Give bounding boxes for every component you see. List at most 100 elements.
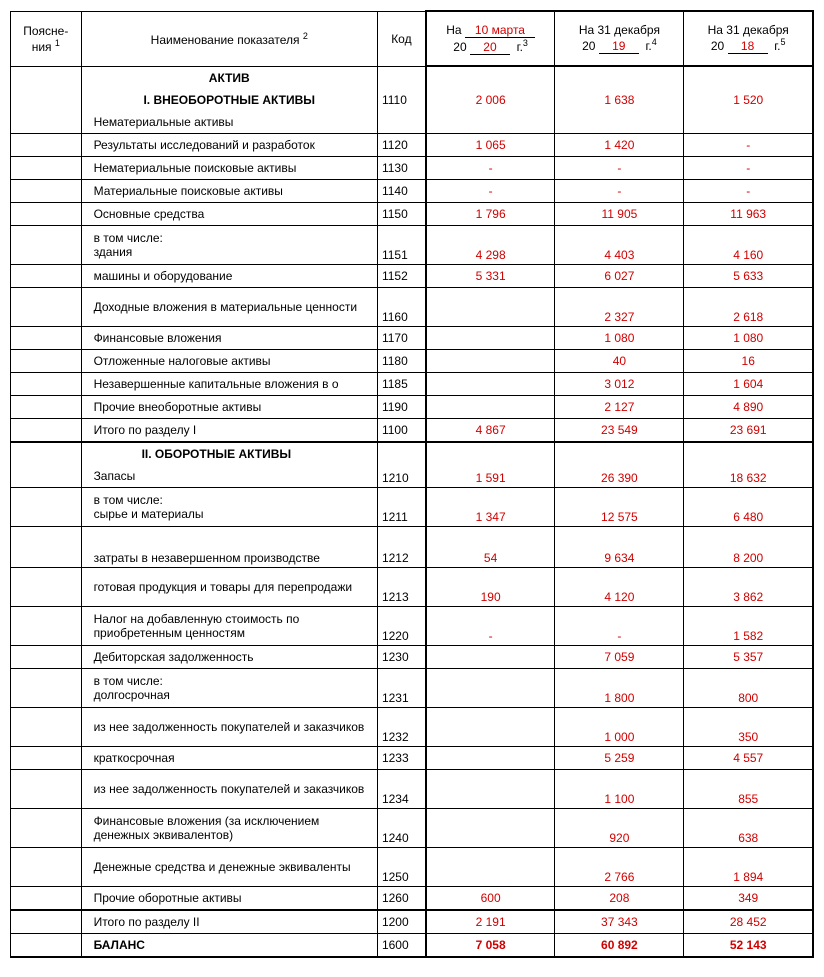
- row-v2: 1 420: [555, 133, 684, 156]
- row-code: 1180: [377, 349, 425, 372]
- section-aktiv: АКТИВ: [81, 66, 377, 89]
- row-v2: 920: [555, 808, 684, 847]
- row-v2: -: [555, 606, 684, 645]
- row-v3: 8 200: [684, 526, 813, 567]
- row-v3: 1 080: [684, 326, 813, 349]
- row-name: Финансовые вложения (за исключением дене…: [81, 808, 377, 847]
- row-code: 1233: [377, 746, 425, 769]
- row-name: БАЛАНС: [81, 933, 377, 957]
- row-v1: -: [426, 156, 555, 179]
- row-v1: [426, 668, 555, 707]
- row-name: машины и оборудование: [81, 264, 377, 287]
- row-v2: 6 027: [555, 264, 684, 287]
- row-code: 1213: [377, 567, 425, 606]
- row-code: 1230: [377, 645, 425, 668]
- row-name: Дебиторская задолженность: [81, 645, 377, 668]
- row-name: Незавершенные капитальные вложения в о: [81, 372, 377, 395]
- row-code: 1152: [377, 264, 425, 287]
- row-name: Налог на добавленную стоимость по приобр…: [81, 606, 377, 645]
- table-row: Доходные вложения в материальные ценност…: [11, 287, 814, 326]
- table-row: Дебиторская задолженность12307 0595 357: [11, 645, 814, 668]
- notes-cell: [11, 442, 82, 488]
- row-v2: 9 634: [555, 526, 684, 567]
- table-row: Налог на добавленную стоимость по приобр…: [11, 606, 814, 645]
- row-v1: -: [426, 179, 555, 202]
- table-row: из нее задолженность покупателей и заказ…: [11, 769, 814, 808]
- row-v2: 37 343: [555, 910, 684, 934]
- table-row-total: Итого по разделу II12002 19137 34328 452: [11, 910, 814, 934]
- table-row: Незавершенные капитальные вложения в о11…: [11, 372, 814, 395]
- row-v2: 1 000: [555, 707, 684, 746]
- row-v3: 855: [684, 769, 813, 808]
- row-v2: 2 327: [555, 287, 684, 326]
- table-row: в том числе: сырье и материалы12111 3471…: [11, 487, 814, 526]
- hdr-date2: На 31 декабря 20 19 г.4: [555, 11, 684, 66]
- row-name: Отложенные налоговые активы: [81, 349, 377, 372]
- row-v1: 4 867: [426, 418, 555, 442]
- table-row: краткосрочная12335 2594 557: [11, 746, 814, 769]
- row-v2: 4 403: [555, 225, 684, 264]
- row-code: 1150: [377, 202, 425, 225]
- row-v2: 12 575: [555, 487, 684, 526]
- row-v2: 26 390: [555, 442, 684, 488]
- table-row: машины и оборудование11525 3316 0275 633: [11, 264, 814, 287]
- row-name: краткосрочная: [81, 746, 377, 769]
- row-code: 1211: [377, 487, 425, 526]
- row-v1: 190: [426, 567, 555, 606]
- row-code: 1210: [377, 442, 425, 488]
- row-v2: 7 059: [555, 645, 684, 668]
- v1: 2 006: [426, 66, 555, 133]
- row-v1: [426, 746, 555, 769]
- row-code: 1600: [377, 933, 425, 957]
- row-v3: 52 143: [684, 933, 813, 957]
- row-code: 1232: [377, 707, 425, 746]
- row-v1: [426, 395, 555, 418]
- row-code: 1250: [377, 847, 425, 886]
- row-v1: 1 796: [426, 202, 555, 225]
- row-code: 1120: [377, 133, 425, 156]
- row-v1: 1 347: [426, 487, 555, 526]
- row-v2: 23 549: [555, 418, 684, 442]
- row-v3: 18 632: [684, 442, 813, 488]
- row-code: 1212: [377, 526, 425, 567]
- row-name: Итого по разделу II: [81, 910, 377, 934]
- row-v2: -: [555, 156, 684, 179]
- hdr-code: Код: [377, 11, 425, 66]
- table-row: Финансовые вложения (за исключением дене…: [11, 808, 814, 847]
- row-name: в том числе: сырье и материалы: [81, 487, 377, 526]
- row-v3: 2 618: [684, 287, 813, 326]
- row-v1: 2 191: [426, 910, 555, 934]
- table-row: Финансовые вложения11701 0801 080: [11, 326, 814, 349]
- table-row: готовая продукция и товары для перепрода…: [11, 567, 814, 606]
- row-v3: 11 963: [684, 202, 813, 225]
- notes-cell: [11, 66, 82, 133]
- row-code: 1140: [377, 179, 425, 202]
- row-v1: 5 331: [426, 264, 555, 287]
- row-v3: 28 452: [684, 910, 813, 934]
- row-v3: 1 604: [684, 372, 813, 395]
- row-v3: 5 633: [684, 264, 813, 287]
- row-name: Основные средства: [81, 202, 377, 225]
- row-v1: [426, 287, 555, 326]
- row-name: из нее задолженность покупателей и заказ…: [81, 769, 377, 808]
- table-row: Денежные средства и денежные эквиваленты…: [11, 847, 814, 886]
- row-name: в том числе: долгосрочная: [81, 668, 377, 707]
- row-name: в том числе: здания: [81, 225, 377, 264]
- row-code: 1231: [377, 668, 425, 707]
- table-row: в том числе: долгосрочная12311 800800: [11, 668, 814, 707]
- row-v3: 4 160: [684, 225, 813, 264]
- row-v3: 349: [684, 886, 813, 910]
- row-name: Прочие оборотные активы: [81, 886, 377, 910]
- v2: 1 638: [555, 66, 684, 133]
- row-code: 1160: [377, 287, 425, 326]
- row-name: Нематериальные поисковые активы: [81, 156, 377, 179]
- table-row-total: Итого по разделу I11004 86723 54923 691: [11, 418, 814, 442]
- row-v1: 54: [426, 526, 555, 567]
- table-row: Прочие внеоборотные активы11902 1274 890: [11, 395, 814, 418]
- row-code: 1190: [377, 395, 425, 418]
- row-v1: [426, 808, 555, 847]
- row-name: готовая продукция и товары для перепрода…: [81, 567, 377, 606]
- row-v2: 4 120: [555, 567, 684, 606]
- row-v2: 1 080: [555, 326, 684, 349]
- row-v3: 638: [684, 808, 813, 847]
